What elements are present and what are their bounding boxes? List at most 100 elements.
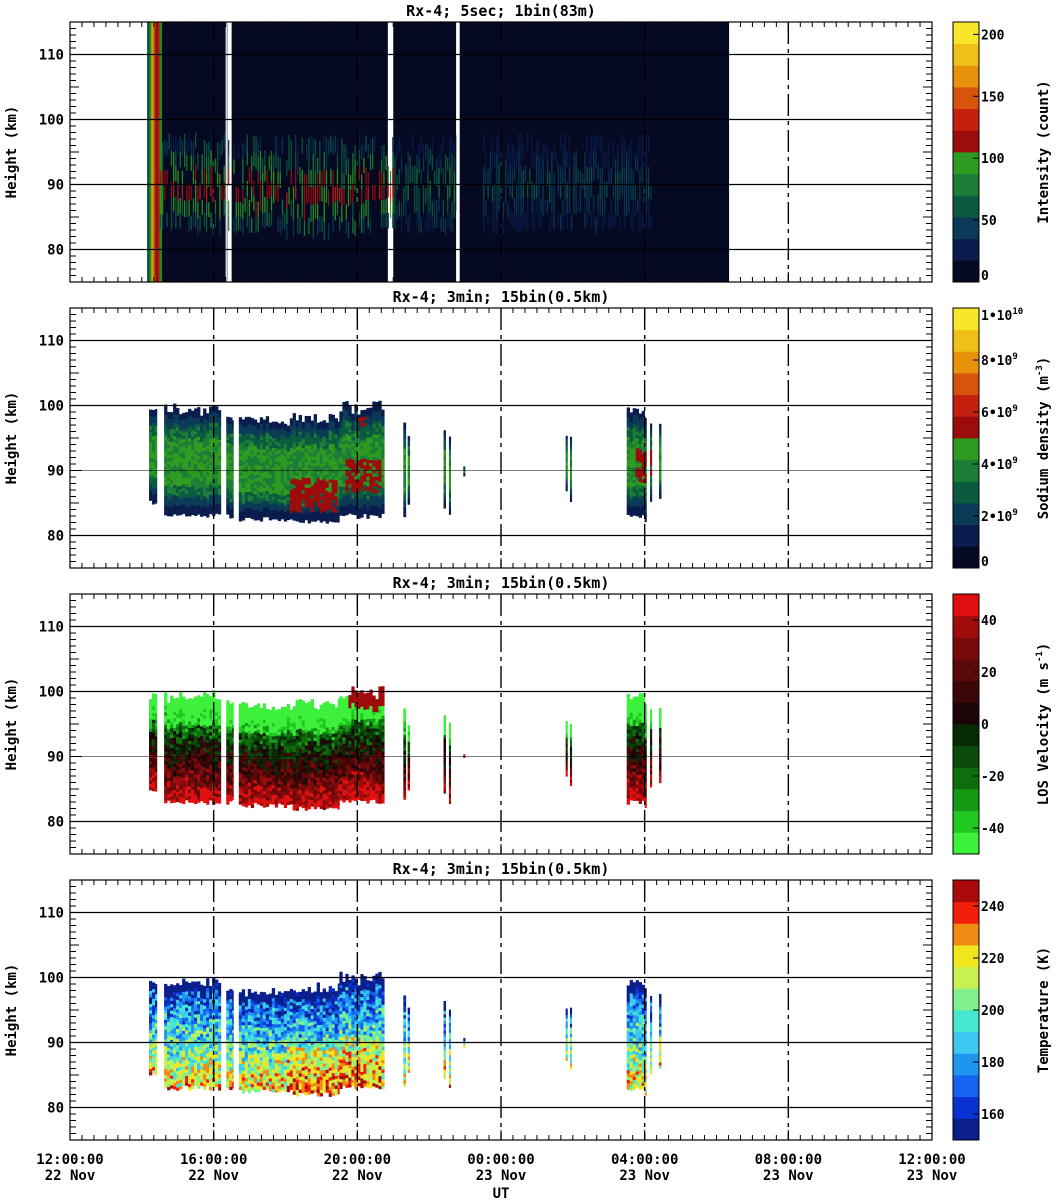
profile-cell bbox=[185, 470, 189, 475]
profile-cell bbox=[629, 480, 634, 485]
profile-cell bbox=[262, 474, 267, 479]
raw-streak bbox=[601, 137, 604, 153]
profile-cell bbox=[292, 435, 296, 440]
profile-cell bbox=[229, 485, 233, 490]
profile-cell bbox=[322, 455, 326, 460]
profile-cell bbox=[363, 465, 367, 469]
profile-cell bbox=[229, 755, 233, 760]
profile-cell bbox=[167, 483, 171, 488]
profile-cell bbox=[218, 475, 222, 479]
raw-streak bbox=[235, 202, 237, 218]
profile-cell bbox=[229, 736, 233, 740]
profile-cell bbox=[173, 698, 177, 703]
profile-cell bbox=[256, 445, 261, 449]
profile-cell bbox=[626, 423, 631, 428]
profile-cell bbox=[170, 460, 174, 465]
profile-cell bbox=[354, 498, 358, 503]
profile-cell bbox=[369, 436, 373, 441]
profile-cell bbox=[448, 446, 452, 450]
profile-cell bbox=[342, 457, 346, 461]
profile-cell bbox=[152, 774, 156, 779]
profile-cell bbox=[265, 471, 270, 475]
profile-cell bbox=[319, 441, 323, 445]
profile-cell bbox=[206, 771, 210, 776]
profile-cell bbox=[241, 503, 246, 508]
profile-cell bbox=[179, 698, 183, 703]
profile-cell bbox=[167, 761, 171, 765]
profile-cell bbox=[176, 746, 180, 750]
profile-cell bbox=[179, 728, 183, 732]
profile-cell bbox=[301, 428, 305, 432]
profile-cell bbox=[629, 467, 634, 472]
profile-cell bbox=[363, 413, 367, 417]
profile-cell bbox=[250, 447, 255, 451]
profile-cell bbox=[366, 407, 370, 412]
raw-streak bbox=[190, 155, 192, 171]
profile-cell bbox=[164, 479, 168, 483]
profile-cell bbox=[357, 430, 361, 435]
profile-cell bbox=[170, 509, 174, 514]
raw-streak bbox=[538, 155, 540, 170]
profile-cell bbox=[641, 436, 645, 441]
profile-cell bbox=[644, 489, 647, 493]
profile-cell bbox=[188, 734, 192, 738]
profile-cell bbox=[179, 472, 183, 477]
profile-cell bbox=[155, 736, 158, 740]
profile-cell bbox=[176, 476, 180, 480]
profile-cell bbox=[149, 712, 153, 716]
profile-cell bbox=[292, 497, 296, 502]
profile-cell bbox=[626, 449, 631, 454]
profile-cell bbox=[407, 471, 411, 476]
profile-cell bbox=[200, 454, 204, 459]
raw-streak bbox=[641, 214, 643, 231]
profile-cell bbox=[238, 765, 243, 769]
profile-cell bbox=[337, 505, 340, 510]
profile-cell bbox=[644, 476, 647, 480]
profile-cell bbox=[407, 497, 411, 502]
profile-cell bbox=[304, 454, 308, 459]
raw-streak bbox=[203, 154, 206, 169]
profile-cell bbox=[197, 410, 201, 414]
profile-cell bbox=[313, 420, 317, 425]
profile-cell bbox=[313, 514, 317, 519]
profile-cell bbox=[659, 482, 662, 486]
profile-cell bbox=[197, 481, 201, 486]
profile-cell bbox=[289, 489, 293, 494]
profile-cell bbox=[209, 741, 213, 746]
profile-cell bbox=[357, 485, 361, 490]
profile-cell bbox=[337, 502, 340, 507]
raw-streak bbox=[210, 165, 212, 182]
profile-cell bbox=[226, 732, 230, 737]
profile-cell bbox=[265, 419, 270, 423]
profile-cell bbox=[283, 466, 288, 470]
profile-cell bbox=[328, 427, 332, 431]
profile-cell bbox=[328, 495, 332, 499]
profile-cell bbox=[289, 418, 293, 422]
profile-cell bbox=[286, 441, 291, 446]
profile-cell bbox=[378, 430, 382, 434]
raw-streak bbox=[314, 155, 317, 172]
profile-cell bbox=[179, 433, 183, 438]
raw-streak bbox=[358, 150, 361, 166]
raw-streak bbox=[573, 153, 575, 169]
profile-cell bbox=[369, 407, 373, 412]
profile-cell bbox=[262, 491, 267, 495]
profile-cell bbox=[354, 492, 358, 496]
profile-cell bbox=[381, 419, 385, 423]
profile-cell bbox=[226, 449, 230, 453]
raw-streak bbox=[317, 188, 319, 205]
profile-cell bbox=[372, 430, 376, 435]
raw-streak bbox=[367, 213, 369, 228]
profile-cell bbox=[322, 494, 326, 499]
raw-streak bbox=[170, 213, 173, 230]
profile-cell bbox=[167, 767, 171, 772]
raw-streak bbox=[192, 198, 195, 213]
profile-cell bbox=[232, 485, 234, 489]
raw-streak bbox=[483, 215, 485, 232]
profile-cell bbox=[152, 445, 156, 450]
profile-cell bbox=[152, 422, 156, 427]
profile-cell bbox=[348, 422, 352, 426]
profile-cell bbox=[271, 447, 276, 452]
profile-cell bbox=[206, 491, 210, 495]
colorbar-tick-base: 200 bbox=[981, 28, 1005, 43]
